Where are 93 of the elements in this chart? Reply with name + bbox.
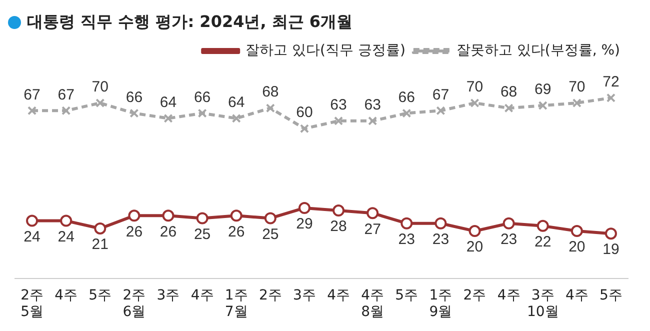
data-label: 25 bbox=[262, 226, 279, 243]
legend-label: 잘못하고 있다(부정률, %) bbox=[456, 42, 620, 59]
point bbox=[468, 225, 481, 238]
point bbox=[606, 93, 616, 102]
data-label: 20 bbox=[568, 238, 586, 256]
x-tick-label: 5주 bbox=[88, 287, 112, 304]
x-tick-label: 2주 6월 bbox=[122, 287, 146, 320]
data-label: 70 bbox=[466, 78, 484, 96]
data-label: 70 bbox=[92, 78, 108, 96]
x-tick-label: 1주 7월 bbox=[224, 287, 248, 320]
data-label: 26 bbox=[160, 223, 177, 240]
data-label: 27 bbox=[364, 220, 381, 238]
data-label: 63 bbox=[364, 96, 381, 114]
x-tick-label: 3주 bbox=[293, 287, 316, 304]
data-label: 72 bbox=[602, 74, 620, 91]
data-label: 21 bbox=[92, 236, 108, 254]
point bbox=[434, 217, 447, 230]
x-tick-label: 4주 bbox=[327, 287, 350, 304]
data-label: 26 bbox=[126, 223, 143, 240]
point bbox=[164, 114, 173, 123]
point bbox=[470, 98, 480, 108]
data-label: 63 bbox=[330, 96, 347, 114]
point bbox=[570, 225, 583, 238]
data-label: 68 bbox=[262, 84, 279, 101]
point bbox=[402, 108, 412, 118]
x-tick-label: 4주 bbox=[497, 287, 520, 304]
point bbox=[60, 214, 72, 227]
point bbox=[266, 104, 275, 113]
x-tick-label: 5주 bbox=[600, 287, 622, 304]
data-label: 23 bbox=[500, 231, 518, 248]
data-label: 19 bbox=[602, 241, 620, 258]
data-label: 67 bbox=[24, 86, 40, 104]
data-label: 64 bbox=[228, 94, 245, 111]
point bbox=[232, 114, 241, 123]
data-label: 70 bbox=[568, 78, 586, 96]
x-tick-label: 4주 bbox=[54, 287, 78, 304]
data-label: 20 bbox=[466, 238, 484, 256]
data-label: 60 bbox=[296, 104, 313, 122]
data-label: 23 bbox=[432, 231, 450, 248]
point bbox=[300, 124, 310, 134]
point bbox=[162, 210, 174, 222]
x-tick-label: 2주 bbox=[258, 287, 282, 304]
data-label: 68 bbox=[500, 84, 518, 101]
point bbox=[334, 116, 344, 126]
x-tick-label: 4주 bbox=[190, 287, 214, 304]
point bbox=[366, 207, 379, 220]
data-label: 24 bbox=[58, 228, 74, 246]
point bbox=[26, 214, 38, 227]
point bbox=[96, 98, 105, 108]
x-tick-label: 4주 8월 bbox=[361, 287, 384, 320]
point bbox=[332, 204, 345, 217]
data-label: 64 bbox=[160, 94, 177, 111]
data-label: 25 bbox=[194, 226, 211, 243]
point bbox=[128, 210, 140, 222]
point bbox=[264, 212, 276, 224]
point bbox=[502, 217, 515, 230]
point bbox=[538, 101, 548, 110]
x-tick-label: 3주 bbox=[156, 287, 180, 304]
point bbox=[230, 210, 242, 222]
data-label: 29 bbox=[296, 216, 313, 233]
point bbox=[604, 228, 617, 240]
chart-title: 대통령 직무 수행 평가: 2024년, 최근 6개월 bbox=[27, 12, 353, 32]
point bbox=[198, 108, 207, 118]
data-label: 28 bbox=[330, 218, 347, 236]
x-tick-label: 2주 5월 bbox=[20, 287, 44, 320]
point bbox=[130, 108, 139, 118]
data-label: 66 bbox=[398, 88, 415, 106]
point bbox=[298, 202, 310, 214]
point bbox=[572, 98, 582, 108]
data-label: 24 bbox=[24, 228, 40, 246]
data-label: 26 bbox=[228, 223, 245, 240]
point bbox=[536, 220, 549, 232]
x-tick-label: 1주 9월 bbox=[429, 287, 452, 320]
data-label: 67 bbox=[58, 86, 74, 104]
x-tick-label: 5주 bbox=[395, 287, 418, 304]
data-label: 67 bbox=[432, 86, 450, 104]
data-label: 69 bbox=[534, 81, 552, 98]
x-tick-label: 2주 bbox=[463, 287, 486, 304]
x-tick-label: 3주 10월 bbox=[526, 287, 559, 320]
data-label: 23 bbox=[398, 231, 415, 248]
point bbox=[368, 116, 378, 126]
data-label: 66 bbox=[126, 88, 143, 106]
point bbox=[62, 106, 71, 116]
data-label: 66 bbox=[194, 88, 211, 106]
legend-label: 잘하고 있다(직무 긍정률) bbox=[246, 42, 406, 59]
point bbox=[504, 104, 514, 113]
point bbox=[400, 217, 413, 230]
point bbox=[436, 106, 446, 116]
x-tick-label: 4주 bbox=[565, 287, 588, 304]
point bbox=[196, 212, 208, 224]
data-label: 22 bbox=[534, 234, 552, 251]
point bbox=[27, 106, 37, 116]
point bbox=[94, 222, 106, 234]
